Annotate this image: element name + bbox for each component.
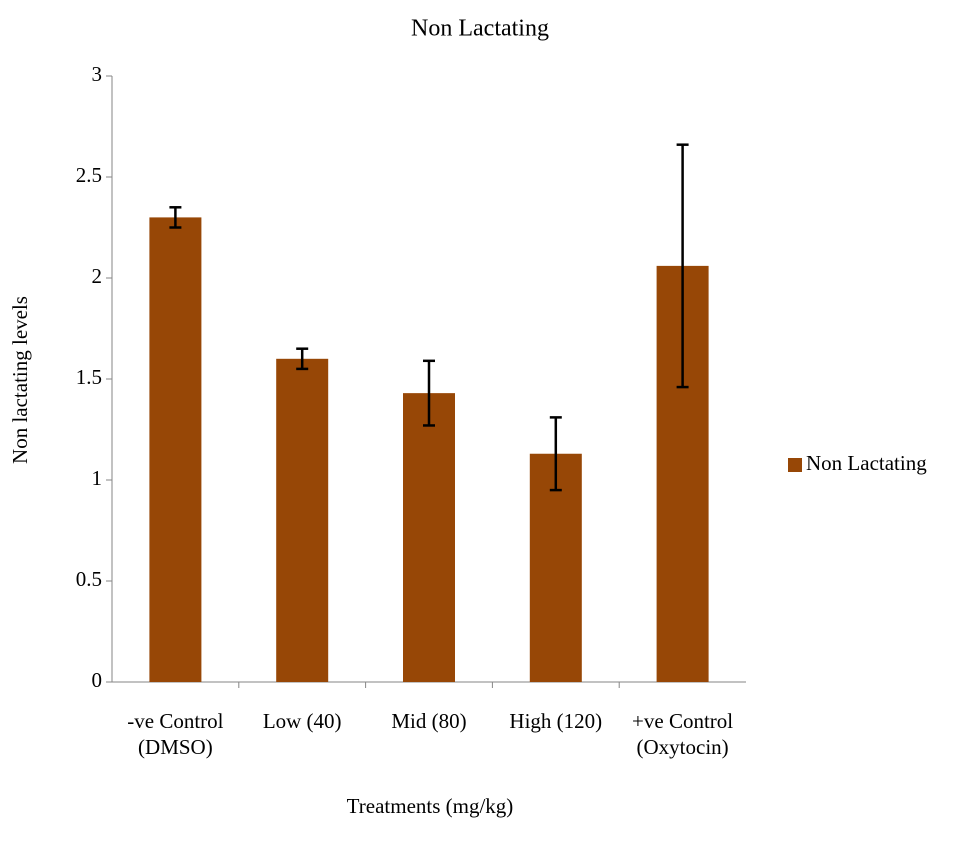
x-tick-label: -ve Control (DMSO): [127, 709, 224, 759]
y-tick-label: 1: [92, 466, 103, 490]
y-tick-label: 0: [92, 668, 103, 692]
error-bar: [296, 347, 309, 371]
y-tick-label: 2.5: [76, 163, 102, 187]
y-tick-label: 0.5: [76, 567, 102, 591]
error-bar: [676, 143, 689, 389]
error-bar: [549, 416, 562, 492]
error-bar: [169, 206, 182, 229]
bar: [276, 358, 329, 682]
bar: [529, 453, 582, 682]
y-tick-label: 3: [92, 62, 103, 86]
x-tick-label: Mid (80): [391, 709, 467, 733]
chart-title: Non Lactating: [411, 16, 549, 42]
legend-swatch: [788, 458, 802, 472]
y-tick-label: 1.5: [76, 365, 102, 389]
legend-label: Non Lactating: [806, 451, 927, 475]
y-tick-label: 2: [92, 264, 103, 288]
error-bar: [423, 359, 435, 427]
bar: [149, 217, 202, 682]
bar: [403, 393, 455, 682]
y-axis-title: Non lactating levels: [8, 296, 32, 464]
x-axis-title: Treatments (mg/kg): [347, 794, 514, 818]
x-tick-label: Low (40): [262, 709, 342, 733]
x-tick-label: +ve Control (Oxytocin): [632, 709, 734, 759]
x-tick-label: High (120): [509, 709, 603, 733]
